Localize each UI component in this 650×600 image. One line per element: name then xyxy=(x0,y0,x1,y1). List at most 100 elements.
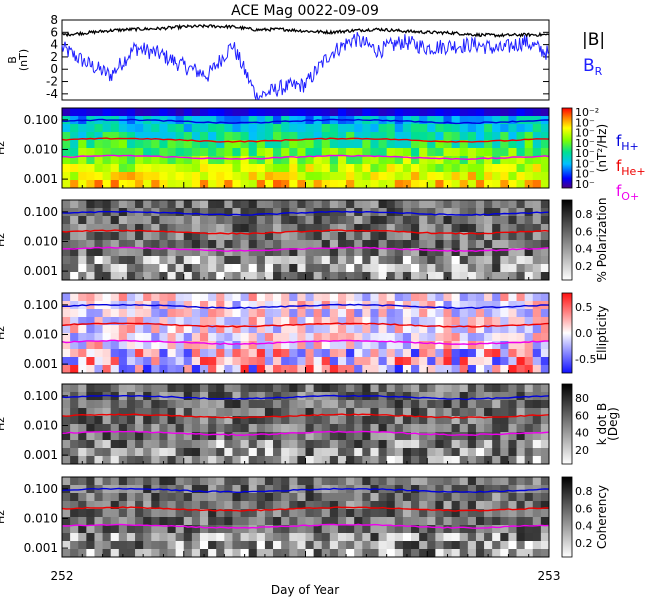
heatmap-cell xyxy=(297,456,306,465)
heatmap-cell xyxy=(394,493,404,502)
heatmap-cell xyxy=(484,400,493,409)
heatmap-cell xyxy=(419,248,428,257)
heatmap-cell xyxy=(484,248,493,257)
heatmap-cell xyxy=(484,392,493,401)
heatmap-cell xyxy=(199,509,209,518)
heatmap-cell xyxy=(240,200,250,209)
heatmap-cell xyxy=(289,400,298,409)
heatmap-cell xyxy=(224,264,233,273)
heatmap-cell xyxy=(281,256,290,265)
heatmap-cell xyxy=(532,148,542,157)
heatmap-cell xyxy=(289,180,298,189)
heatmap-cell xyxy=(524,156,534,165)
heatmap-cell xyxy=(273,164,282,173)
heatmap-cell xyxy=(354,533,363,542)
heatmap-cell xyxy=(199,132,209,141)
heatmap-cell xyxy=(216,384,225,393)
heatmap-cell xyxy=(86,517,95,526)
heatmap-cell xyxy=(467,349,477,358)
heatmap-cell xyxy=(86,293,95,302)
heatmap-cell xyxy=(435,408,444,417)
heatmap-cell xyxy=(151,108,160,117)
heatmap-cell xyxy=(78,509,87,518)
heatmap-cell xyxy=(167,317,177,326)
heatmap-cell xyxy=(484,116,493,125)
heatmap-cell xyxy=(305,424,315,433)
heatmap-cell xyxy=(94,525,103,534)
heatmap-cell xyxy=(78,240,87,249)
heatmap-cell xyxy=(516,272,526,281)
heatmap-cell xyxy=(62,416,71,425)
heatmap-cell xyxy=(540,224,550,233)
x-axis-label: Day of Year xyxy=(271,583,339,597)
heatmap-cell xyxy=(151,264,160,273)
heatmap-cell xyxy=(151,164,160,173)
heatmap-cell xyxy=(370,240,379,249)
heatmap-cell xyxy=(297,357,306,366)
heatmap-cell xyxy=(102,180,112,189)
heatmap-cell xyxy=(475,517,485,526)
heatmap-cell xyxy=(167,264,177,273)
heatmap-cell xyxy=(370,264,379,273)
heatmap-cell xyxy=(500,384,509,393)
heatmap-cell xyxy=(151,541,160,550)
heatmap-cell xyxy=(540,140,550,149)
heatmap-cell xyxy=(191,384,201,393)
heatmap-cell xyxy=(240,448,250,457)
heatmap-cell xyxy=(362,240,371,249)
heatmap-cell xyxy=(346,509,355,518)
heatmap-cell xyxy=(329,200,339,209)
heatmap-cell xyxy=(370,416,379,425)
heatmap-cell xyxy=(443,317,452,326)
heatmap-cell xyxy=(199,333,209,342)
heatmap-cell xyxy=(492,333,501,342)
heatmap-cell xyxy=(329,240,339,249)
heatmap-cell xyxy=(199,384,209,393)
heatmap-cell xyxy=(427,432,436,441)
heatmap-cell xyxy=(216,408,225,417)
heatmap-cell xyxy=(354,132,363,141)
heatmap-cell xyxy=(305,416,315,425)
heatmap-cell xyxy=(264,301,274,310)
heatmap-cell xyxy=(305,124,315,133)
heatmap-cell xyxy=(313,424,323,433)
heatmap-cell xyxy=(264,424,274,433)
heatmap-cell xyxy=(183,180,193,189)
heatmap-cell xyxy=(313,256,323,265)
heatmap-cell xyxy=(159,140,168,149)
heatmap-cell xyxy=(532,477,542,486)
heatmap-cell xyxy=(62,140,71,149)
heatmap-cell xyxy=(159,200,168,209)
heatmap-cell xyxy=(500,272,509,281)
heatmap-cell xyxy=(329,256,339,265)
heatmap-cell xyxy=(297,108,306,117)
heatmap-cell xyxy=(224,180,233,189)
heatmap-cell xyxy=(183,477,193,486)
heatmap-cell xyxy=(175,256,185,265)
heatmap-cell xyxy=(70,509,79,518)
heatmap-cell xyxy=(264,208,274,217)
heatmap-cell xyxy=(459,541,469,550)
heatmap-cell xyxy=(199,541,209,550)
heatmap-cell xyxy=(143,357,152,366)
heatmap-cell xyxy=(256,384,266,393)
heatmap-cell xyxy=(337,140,347,149)
heatmap-cell xyxy=(313,232,323,241)
heatmap-cell xyxy=(70,408,79,417)
heatmap-cell xyxy=(346,248,355,257)
heatmap-cell xyxy=(451,132,461,141)
heatmap-cell xyxy=(175,272,185,281)
heatmap-cell xyxy=(135,517,144,526)
heatmap-cell xyxy=(329,309,339,318)
heatmap-cell xyxy=(264,549,274,558)
heatmap-cell xyxy=(256,525,266,534)
heatmap-cell xyxy=(313,264,323,273)
heatmap-cell xyxy=(508,493,517,502)
heatmap-cell xyxy=(94,132,103,141)
heatmap-cell xyxy=(411,232,420,241)
heatmap-cell xyxy=(159,325,168,334)
legend-ion-frequency: fH+ xyxy=(616,132,639,153)
heatmap-cell xyxy=(264,416,274,425)
heatmap-cell xyxy=(94,293,103,302)
heatmap-cell xyxy=(273,349,282,358)
